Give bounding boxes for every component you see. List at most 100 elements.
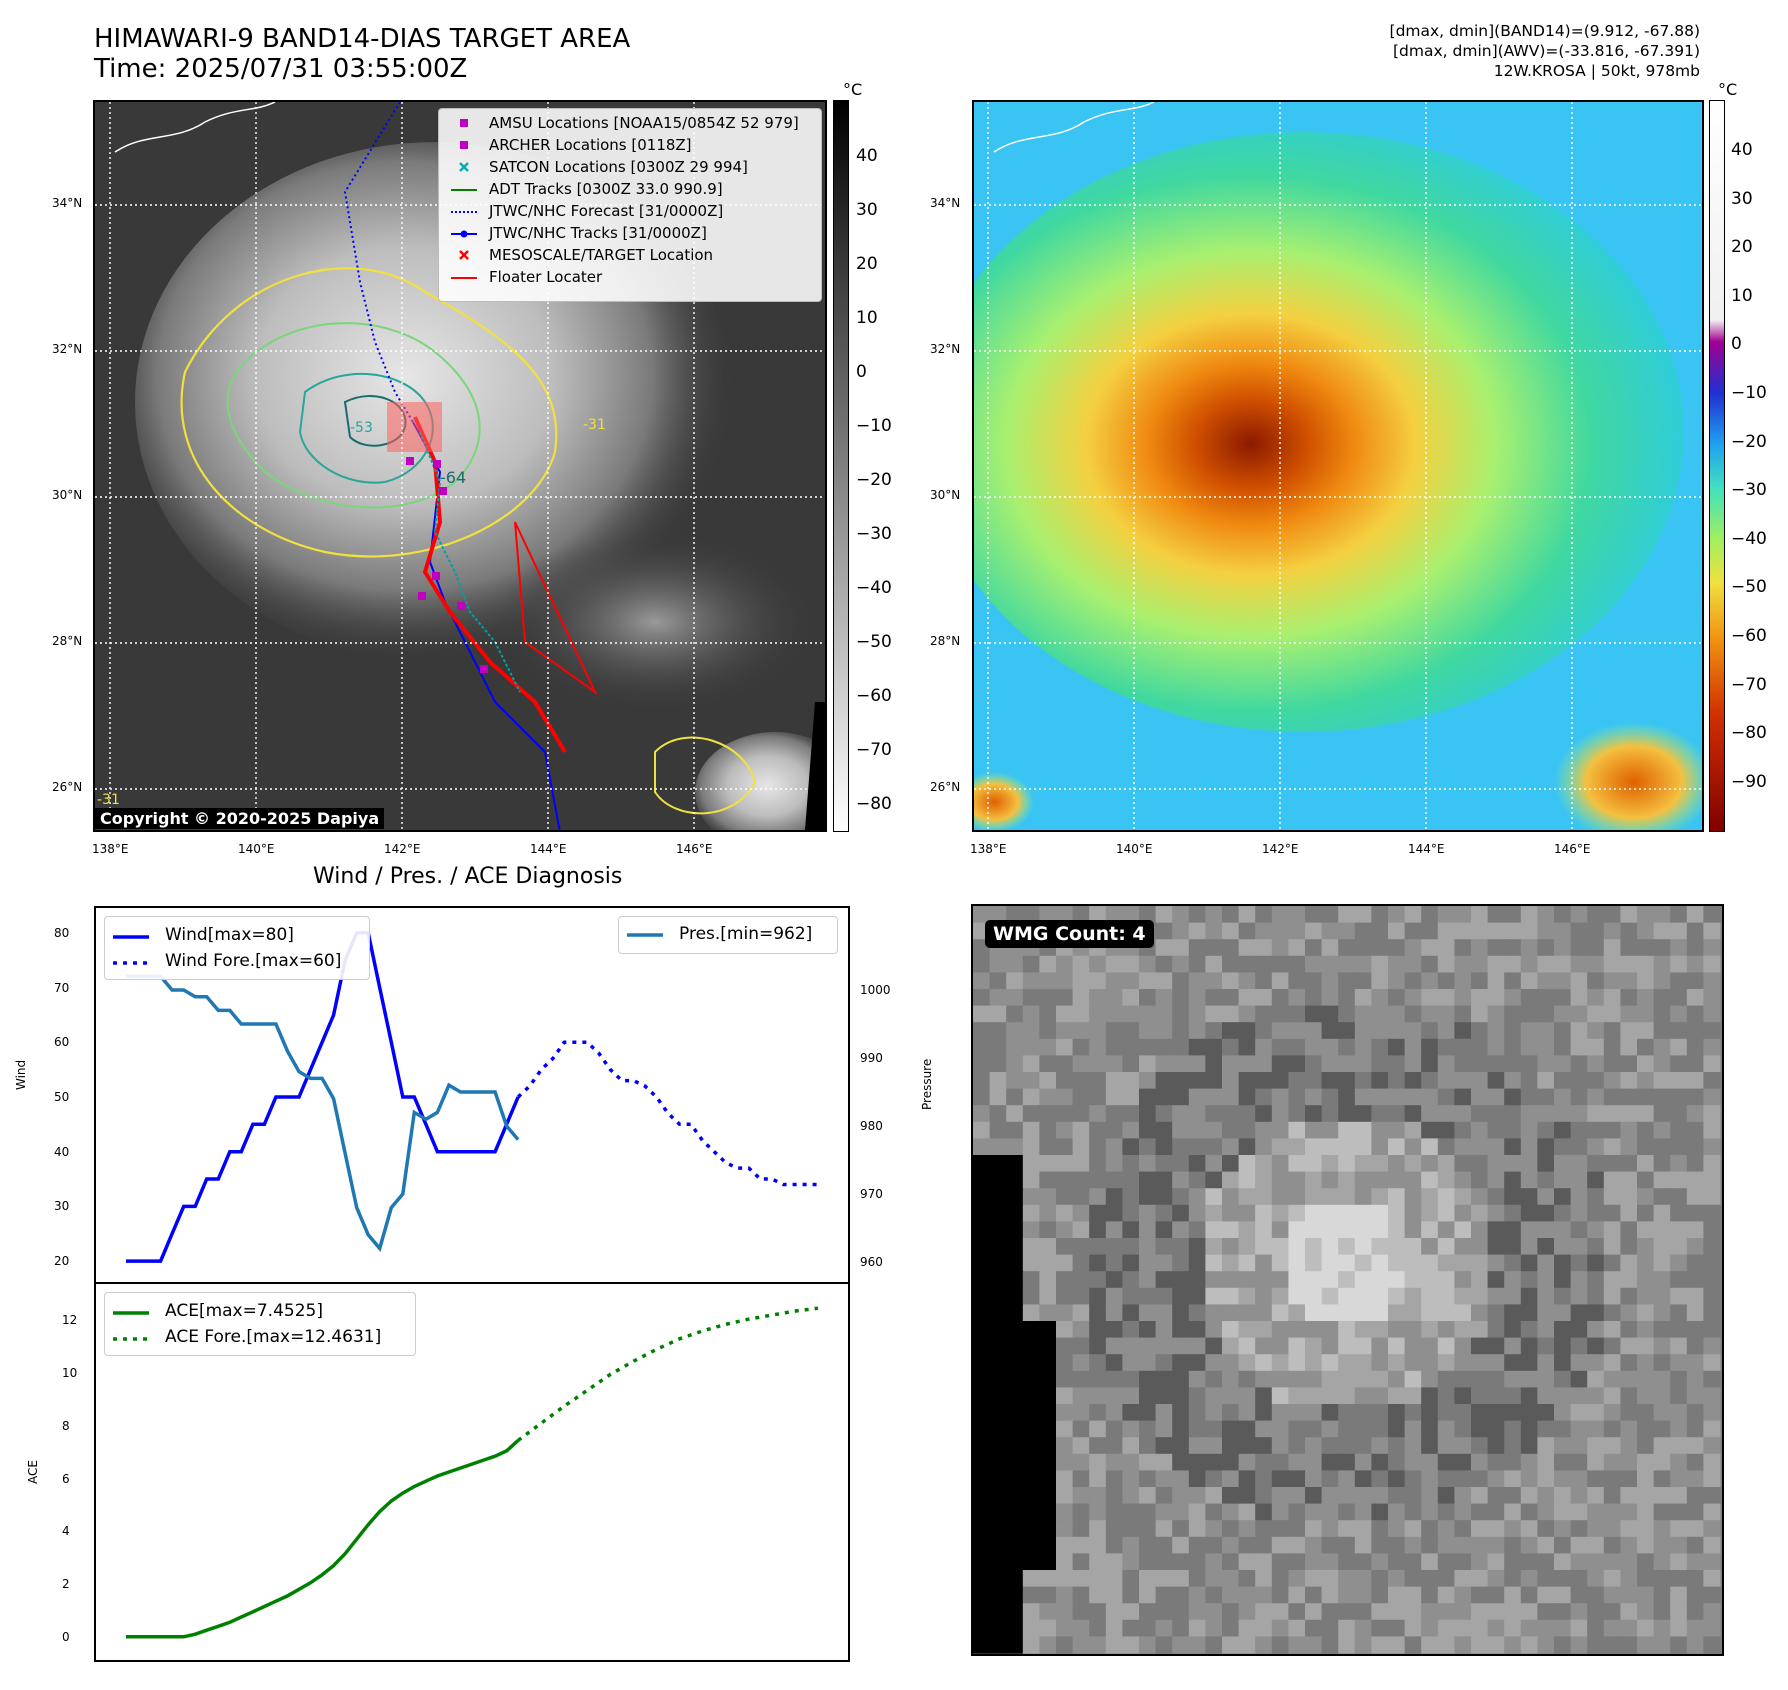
lat-label: 34°N bbox=[52, 196, 83, 210]
lon-label: 142°E bbox=[384, 842, 421, 856]
tick-label: 40 bbox=[1731, 140, 1753, 160]
pres-legend: Pres.[min=962] bbox=[618, 916, 838, 954]
tick-label: −10 bbox=[856, 416, 892, 436]
contour-label: -31 bbox=[583, 417, 606, 433]
tick-label: −90 bbox=[1731, 771, 1767, 792]
tick-label: −70 bbox=[856, 740, 892, 760]
x-marker-icon bbox=[459, 250, 469, 260]
tick-label: 970 bbox=[860, 1187, 883, 1201]
tick-label: −30 bbox=[1731, 480, 1767, 501]
gray-colorbar bbox=[833, 100, 849, 832]
wmg-pixel-panel: WMG Count: 4 bbox=[971, 904, 1724, 1656]
square-marker-icon bbox=[460, 141, 468, 149]
square-marker-icon bbox=[460, 119, 468, 127]
lat-label: 34°N bbox=[930, 196, 961, 210]
tick-label: 960 bbox=[860, 1255, 883, 1269]
lat-label: 30°N bbox=[930, 488, 961, 502]
tick-label: 40 bbox=[856, 146, 878, 166]
tick-label: 0 bbox=[1731, 334, 1742, 355]
copyright-badge: Copyright © 2020-2025 Dapiya bbox=[95, 808, 385, 829]
ace-chart bbox=[126, 1306, 819, 1639]
map-legend: AMSU Locations [NOAA15/0854Z 52 979] ARC… bbox=[438, 108, 822, 302]
tick-label: 30 bbox=[54, 1199, 70, 1214]
wind-pressure-plot: Wind[max=80] Wind Fore.[max=60] Pres.[mi… bbox=[94, 906, 850, 1284]
diagnosis-title: Wind / Pres. / ACE Diagnosis bbox=[313, 864, 623, 889]
line-marker-icon bbox=[451, 189, 477, 191]
tick-label: −20 bbox=[1731, 431, 1767, 452]
wind-pressure-chart bbox=[126, 931, 818, 1263]
tick-label: 20 bbox=[1731, 237, 1753, 258]
legend-wind-label: Wind[max=80] bbox=[165, 925, 294, 945]
lat-label: 28°N bbox=[52, 634, 83, 648]
wind-forecast-line bbox=[516, 1040, 818, 1187]
tick-label: 60 bbox=[54, 1035, 70, 1050]
tick-label: 10 bbox=[62, 1366, 78, 1381]
lon-label: 146°E bbox=[676, 842, 713, 856]
tick-label: 2 bbox=[62, 1577, 70, 1592]
ace-legend-lines bbox=[113, 1311, 149, 1341]
wind-axis-label: Wind bbox=[14, 1059, 28, 1090]
lon-label: 144°E bbox=[1408, 842, 1445, 856]
pressure-axis-label: Pressure bbox=[920, 1058, 934, 1110]
tick-label: 30 bbox=[856, 200, 878, 220]
tick-label: −30 bbox=[856, 524, 892, 544]
tick-label: −50 bbox=[1731, 577, 1767, 598]
tick-label: 980 bbox=[860, 1119, 883, 1133]
legend-wind-fore-label: Wind Fore.[max=60] bbox=[165, 951, 342, 971]
tick-label: 30 bbox=[1731, 188, 1753, 209]
ir-satellite-map: -64 -53 -31 -31 AMSU Locations [NOAA15/0… bbox=[93, 100, 827, 832]
wmg-count-badge: WMG Count: 4 bbox=[985, 920, 1154, 948]
lon-label: 140°E bbox=[238, 842, 275, 856]
tick-label: −80 bbox=[1731, 723, 1767, 744]
pres-legend-line bbox=[627, 933, 663, 937]
tick-label: 4 bbox=[62, 1524, 70, 1539]
tick-label: 50 bbox=[54, 1090, 70, 1104]
tick-label: 40 bbox=[54, 1144, 70, 1159]
awv-map-imagery bbox=[974, 102, 1702, 830]
tick-label: 1000 bbox=[860, 983, 891, 997]
tick-label: 0 bbox=[856, 362, 867, 382]
tick-label: 8 bbox=[62, 1418, 70, 1433]
ace-axis-label: ACE bbox=[26, 1460, 40, 1484]
figure-title-line2: Time: 2025/07/31 03:55:00Z bbox=[94, 54, 468, 84]
tick-label: −60 bbox=[1731, 626, 1767, 646]
tick-label: 990 bbox=[860, 1051, 883, 1065]
cbar-unit: °C bbox=[843, 80, 863, 99]
wind-legend-lines bbox=[113, 935, 149, 965]
contour-label: -53 bbox=[350, 420, 373, 436]
tick-label: 20 bbox=[54, 1254, 70, 1269]
lat-label: 26°N bbox=[930, 780, 961, 794]
cbar-unit: °C bbox=[1718, 80, 1738, 99]
wmg-pixel-image bbox=[973, 906, 1721, 1654]
lon-label: 140°E bbox=[1116, 842, 1153, 856]
line-marker-icon bbox=[451, 277, 477, 279]
lon-label: 138°E bbox=[92, 842, 129, 856]
ace-forecast-line bbox=[517, 1306, 819, 1442]
tick-label: 80 bbox=[54, 925, 70, 940]
storm-info-text: 12W.KROSA | 50kt, 978mb bbox=[1493, 62, 1700, 80]
lon-label: 142°E bbox=[1262, 842, 1299, 856]
lat-label: 32°N bbox=[52, 342, 83, 356]
contour-label: -64 bbox=[440, 468, 467, 487]
ace-legend: ACE[max=7.4525] ACE Fore.[max=12.4631] bbox=[104, 1292, 416, 1356]
legend-ace-fore-label: ACE Fore.[max=12.4631] bbox=[165, 1327, 382, 1347]
x-marker-icon bbox=[459, 162, 469, 172]
contour-label: -31 bbox=[97, 792, 120, 808]
dotted-line-icon bbox=[451, 211, 477, 213]
ace-line bbox=[126, 1439, 520, 1639]
tick-label: 10 bbox=[856, 308, 878, 328]
awv-satellite-map bbox=[972, 100, 1704, 832]
lon-label: 138°E bbox=[970, 842, 1007, 856]
lat-label: 28°N bbox=[930, 634, 961, 648]
tick-label: −60 bbox=[856, 686, 892, 706]
wind-line bbox=[126, 931, 520, 1263]
tick-label: 10 bbox=[1731, 285, 1753, 306]
color-colorbar bbox=[1709, 100, 1725, 832]
tick-label: 70 bbox=[54, 980, 70, 995]
ace-plot: ACE[max=7.4525] ACE Fore.[max=12.4631] bbox=[94, 1282, 850, 1662]
legend-ace-label: ACE[max=7.4525] bbox=[165, 1301, 323, 1321]
legend-pres-label: Pres.[min=962] bbox=[679, 924, 813, 944]
tick-label: −50 bbox=[856, 632, 892, 652]
figure-title-line1: HIMAWARI-9 BAND14-DIAS TARGET AREA bbox=[94, 24, 631, 54]
lat-label: 30°N bbox=[52, 488, 83, 502]
